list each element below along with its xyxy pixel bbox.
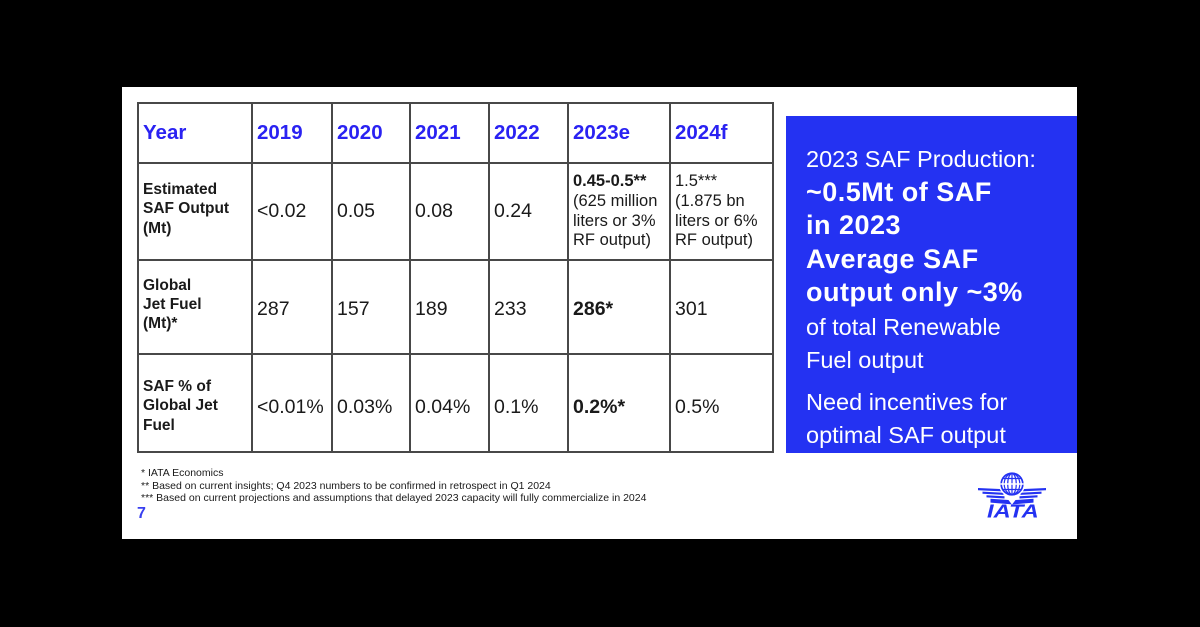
svg-text:IATA: IATA <box>987 501 1039 522</box>
